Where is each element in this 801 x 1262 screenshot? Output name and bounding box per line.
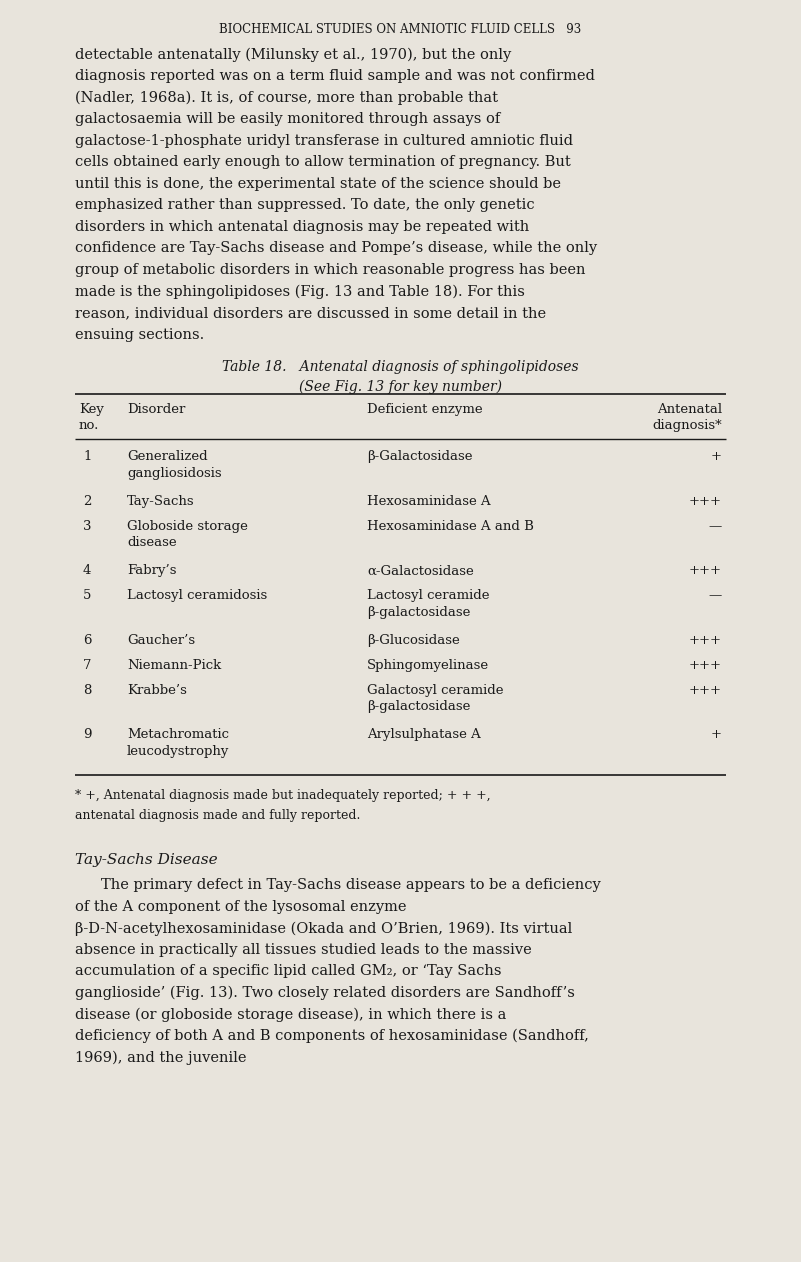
Text: galactose-1-phosphate uridyl transferase in cultured amniotic fluid: galactose-1-phosphate uridyl transferase… [75, 134, 573, 148]
Text: α-Galactosidase: α-Galactosidase [368, 564, 474, 578]
Text: reason, individual disorders are discussed in some detail in the: reason, individual disorders are discuss… [75, 307, 546, 321]
Text: β-Galactosidase: β-Galactosidase [368, 451, 473, 463]
Text: made is the sphingolipidoses (Fig. 13 and Table 18). For this: made is the sphingolipidoses (Fig. 13 an… [75, 284, 525, 299]
Text: Antenatal
diagnosis*: Antenatal diagnosis* [652, 404, 722, 433]
Text: +++: +++ [689, 684, 722, 697]
Text: Arylsulphatase A: Arylsulphatase A [368, 728, 481, 741]
Text: +: + [711, 728, 722, 741]
Text: Globoside storage
disease: Globoside storage disease [127, 520, 248, 549]
Text: —: — [709, 520, 722, 533]
Text: Key
no.: Key no. [79, 404, 104, 433]
Text: disease (or globoside storage disease), in which there is a: disease (or globoside storage disease), … [75, 1007, 506, 1022]
Text: 8: 8 [83, 684, 91, 697]
Text: β-D-N-acetylhexosaminidase (Okada and O’Brien, 1969). Its virtual: β-D-N-acetylhexosaminidase (Okada and O’… [75, 921, 572, 935]
Text: +++: +++ [689, 564, 722, 578]
Text: galactosaemia will be easily monitored through assays of: galactosaemia will be easily monitored t… [75, 112, 501, 126]
Text: 1: 1 [83, 451, 91, 463]
Text: Tay-Sachs Disease: Tay-Sachs Disease [75, 853, 218, 867]
Text: Table 18.   Antenatal diagnosis of sphingolipidoses: Table 18. Antenatal diagnosis of sphingo… [222, 360, 579, 375]
Text: accumulation of a specific lipid called GM₂, or ‘Tay Sachs: accumulation of a specific lipid called … [75, 964, 501, 978]
Text: cells obtained early enough to allow termination of pregnancy. But: cells obtained early enough to allow ter… [75, 155, 571, 169]
Text: emphasized rather than suppressed. To date, the only genetic: emphasized rather than suppressed. To da… [75, 198, 534, 212]
Text: Deficient enzyme: Deficient enzyme [368, 404, 483, 416]
Text: of the A component of the lysosomal enzyme: of the A component of the lysosomal enzy… [75, 900, 406, 914]
Text: Lactosyl ceramide
β-galactosidase: Lactosyl ceramide β-galactosidase [368, 589, 490, 618]
Text: Sphingomyelinase: Sphingomyelinase [368, 659, 489, 671]
Text: Metachromatic
leucodystrophy: Metachromatic leucodystrophy [127, 728, 229, 757]
Text: 7: 7 [83, 659, 91, 671]
Text: antenatal diagnosis made and fully reported.: antenatal diagnosis made and fully repor… [75, 809, 360, 822]
Text: —: — [709, 589, 722, 602]
Text: Tay-Sachs: Tay-Sachs [127, 495, 195, 507]
Text: (See Fig. 13 for key number): (See Fig. 13 for key number) [299, 380, 502, 394]
Text: Fabry’s: Fabry’s [127, 564, 176, 578]
Text: Krabbe’s: Krabbe’s [127, 684, 187, 697]
Text: Gaucher’s: Gaucher’s [127, 634, 195, 647]
Text: Hexosaminidase A: Hexosaminidase A [368, 495, 491, 507]
Text: Disorder: Disorder [127, 404, 186, 416]
Text: 5: 5 [83, 589, 91, 602]
Text: diagnosis reported was on a term fluid sample and was not confirmed: diagnosis reported was on a term fluid s… [75, 69, 595, 83]
Text: +++: +++ [689, 495, 722, 507]
Text: ensuing sections.: ensuing sections. [75, 328, 204, 342]
Text: group of metabolic disorders in which reasonable progress has been: group of metabolic disorders in which re… [75, 262, 586, 276]
Text: until this is done, the experimental state of the science should be: until this is done, the experimental sta… [75, 177, 561, 191]
Text: Niemann-Pick: Niemann-Pick [127, 659, 221, 671]
Text: ganglioside’ (Fig. 13). Two closely related disorders are Sandhoff’s: ganglioside’ (Fig. 13). Two closely rela… [75, 986, 575, 1001]
Text: 4: 4 [83, 564, 91, 578]
Text: detectable antenatally (Milunsky et al., 1970), but the only: detectable antenatally (Milunsky et al.,… [75, 48, 511, 62]
Text: disorders in which antenatal diagnosis may be repeated with: disorders in which antenatal diagnosis m… [75, 220, 529, 233]
Text: 2: 2 [83, 495, 91, 507]
Text: 3: 3 [83, 520, 91, 533]
Text: 9: 9 [83, 728, 91, 741]
Text: deficiency of both A and B components of hexosaminidase (Sandhoff,: deficiency of both A and B components of… [75, 1029, 589, 1044]
Text: 6: 6 [83, 634, 91, 647]
Text: Hexosaminidase A and B: Hexosaminidase A and B [368, 520, 534, 533]
Text: * +, Antenatal diagnosis made but inadequately reported; + + +,: * +, Antenatal diagnosis made but inadeq… [75, 790, 491, 803]
Text: +++: +++ [689, 634, 722, 647]
Text: confidence are Tay-Sachs disease and Pompe’s disease, while the only: confidence are Tay-Sachs disease and Pom… [75, 241, 597, 255]
Text: Generalized
gangliosidosis: Generalized gangliosidosis [127, 451, 222, 480]
Text: Galactosyl ceramide
β-galactosidase: Galactosyl ceramide β-galactosidase [368, 684, 504, 713]
Text: +: + [711, 451, 722, 463]
Text: 1969), and the juvenile: 1969), and the juvenile [75, 1050, 247, 1065]
Text: +++: +++ [689, 659, 722, 671]
Text: The primary defect in Tay-Sachs disease appears to be a deficiency: The primary defect in Tay-Sachs disease … [101, 878, 601, 892]
Text: Lactosyl ceramidosis: Lactosyl ceramidosis [127, 589, 268, 602]
Text: absence in practically all tissues studied leads to the massive: absence in practically all tissues studi… [75, 943, 532, 957]
Text: β-Glucosidase: β-Glucosidase [368, 634, 460, 647]
Text: BIOCHEMICAL STUDIES ON AMNIOTIC FLUID CELLS   93: BIOCHEMICAL STUDIES ON AMNIOTIC FLUID CE… [219, 23, 582, 35]
Text: (Nadler, 1968a). It is, of course, more than probable that: (Nadler, 1968a). It is, of course, more … [75, 91, 498, 105]
